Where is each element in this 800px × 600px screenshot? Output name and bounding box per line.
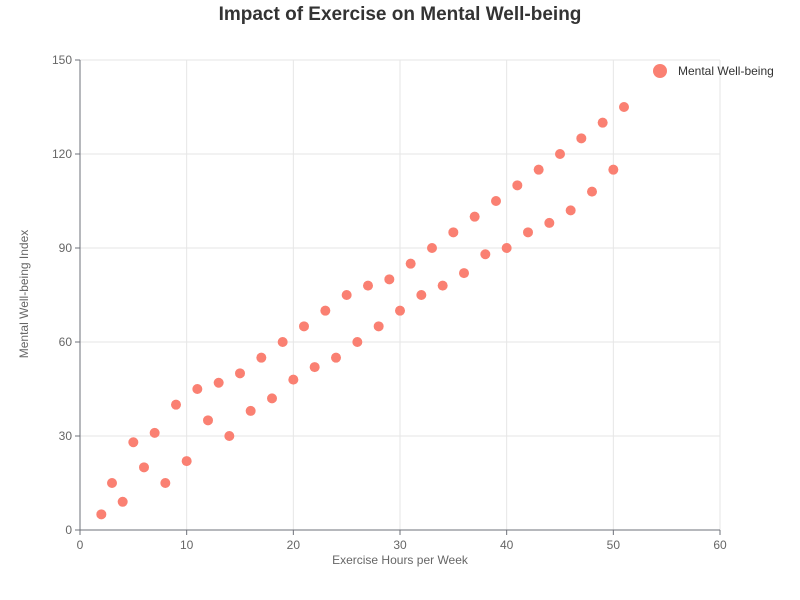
data-point[interactable] [203, 415, 213, 426]
data-points [96, 102, 629, 520]
y-tick-label: 30 [59, 429, 73, 443]
data-point[interactable] [608, 164, 619, 175]
data-point[interactable] [512, 180, 523, 191]
data-point[interactable] [139, 462, 149, 473]
data-point[interactable] [160, 478, 171, 488]
data-point[interactable] [373, 321, 384, 332]
data-point[interactable] [96, 509, 107, 520]
data-point[interactable] [181, 456, 192, 467]
data-point[interactable] [384, 274, 395, 285]
data-point[interactable] [363, 280, 373, 291]
data-point[interactable] [320, 305, 331, 316]
data-point[interactable] [533, 164, 544, 175]
y-tick-label: 90 [59, 241, 73, 255]
data-point[interactable] [619, 102, 629, 112]
data-point[interactable] [544, 217, 555, 228]
data-point[interactable] [437, 280, 448, 291]
data-point[interactable] [448, 227, 459, 238]
data-point[interactable] [224, 431, 235, 441]
x-tick-label: 30 [393, 538, 407, 552]
chart-title: Impact of Exercise on Mental Well-being [219, 4, 582, 25]
data-point[interactable] [331, 352, 341, 363]
y-tick-label: 150 [52, 53, 72, 67]
data-point[interactable] [523, 227, 533, 238]
data-point[interactable] [267, 393, 277, 404]
grid [79, 59, 721, 531]
data-point[interactable] [587, 186, 597, 197]
data-point[interactable] [395, 305, 405, 316]
data-point[interactable] [491, 196, 501, 206]
y-axis-ticks: 0 30 60 90 120 150 [52, 53, 80, 537]
data-point[interactable] [501, 243, 512, 253]
data-point[interactable] [256, 352, 267, 363]
data-point[interactable] [427, 243, 437, 253]
data-point[interactable] [416, 290, 427, 300]
data-point[interactable] [149, 427, 160, 438]
data-point[interactable] [117, 496, 128, 507]
y-tick-label: 120 [52, 147, 72, 161]
data-point[interactable] [565, 205, 576, 216]
data-point[interactable] [277, 337, 288, 347]
data-point[interactable] [245, 405, 256, 416]
x-axis-ticks: 0 10 20 30 40 50 60 [77, 530, 727, 552]
x-tick-label: 60 [713, 538, 727, 552]
data-point[interactable] [459, 268, 469, 279]
data-point[interactable] [235, 368, 245, 379]
data-point[interactable] [192, 384, 203, 394]
data-point[interactable] [171, 399, 181, 410]
data-point[interactable] [309, 362, 320, 373]
data-point[interactable] [469, 211, 480, 222]
legend[interactable]: Mental Well-being [653, 64, 774, 78]
legend-marker [653, 64, 667, 78]
legend-label: Mental Well-being [678, 64, 774, 78]
y-tick-label: 0 [65, 523, 72, 537]
data-point[interactable] [213, 377, 224, 388]
data-point[interactable] [299, 321, 309, 332]
data-point[interactable] [107, 478, 117, 488]
data-point[interactable] [405, 258, 416, 269]
data-point[interactable] [341, 290, 352, 300]
data-point[interactable] [128, 437, 139, 448]
x-tick-label: 20 [287, 538, 301, 552]
x-tick-label: 10 [180, 538, 194, 552]
y-axis-label: Mental Well-being Index [17, 230, 31, 359]
x-axis-label: Exercise Hours per Week [332, 553, 469, 567]
x-tick-label: 40 [500, 538, 514, 552]
y-tick-label: 60 [59, 335, 73, 349]
x-tick-label: 0 [77, 538, 84, 552]
data-point[interactable] [576, 133, 587, 144]
data-point[interactable] [555, 149, 565, 159]
data-point[interactable] [288, 374, 299, 385]
data-point[interactable] [480, 249, 491, 260]
data-point[interactable] [597, 117, 608, 128]
x-tick-label: 50 [607, 538, 621, 552]
data-point[interactable] [352, 337, 363, 347]
